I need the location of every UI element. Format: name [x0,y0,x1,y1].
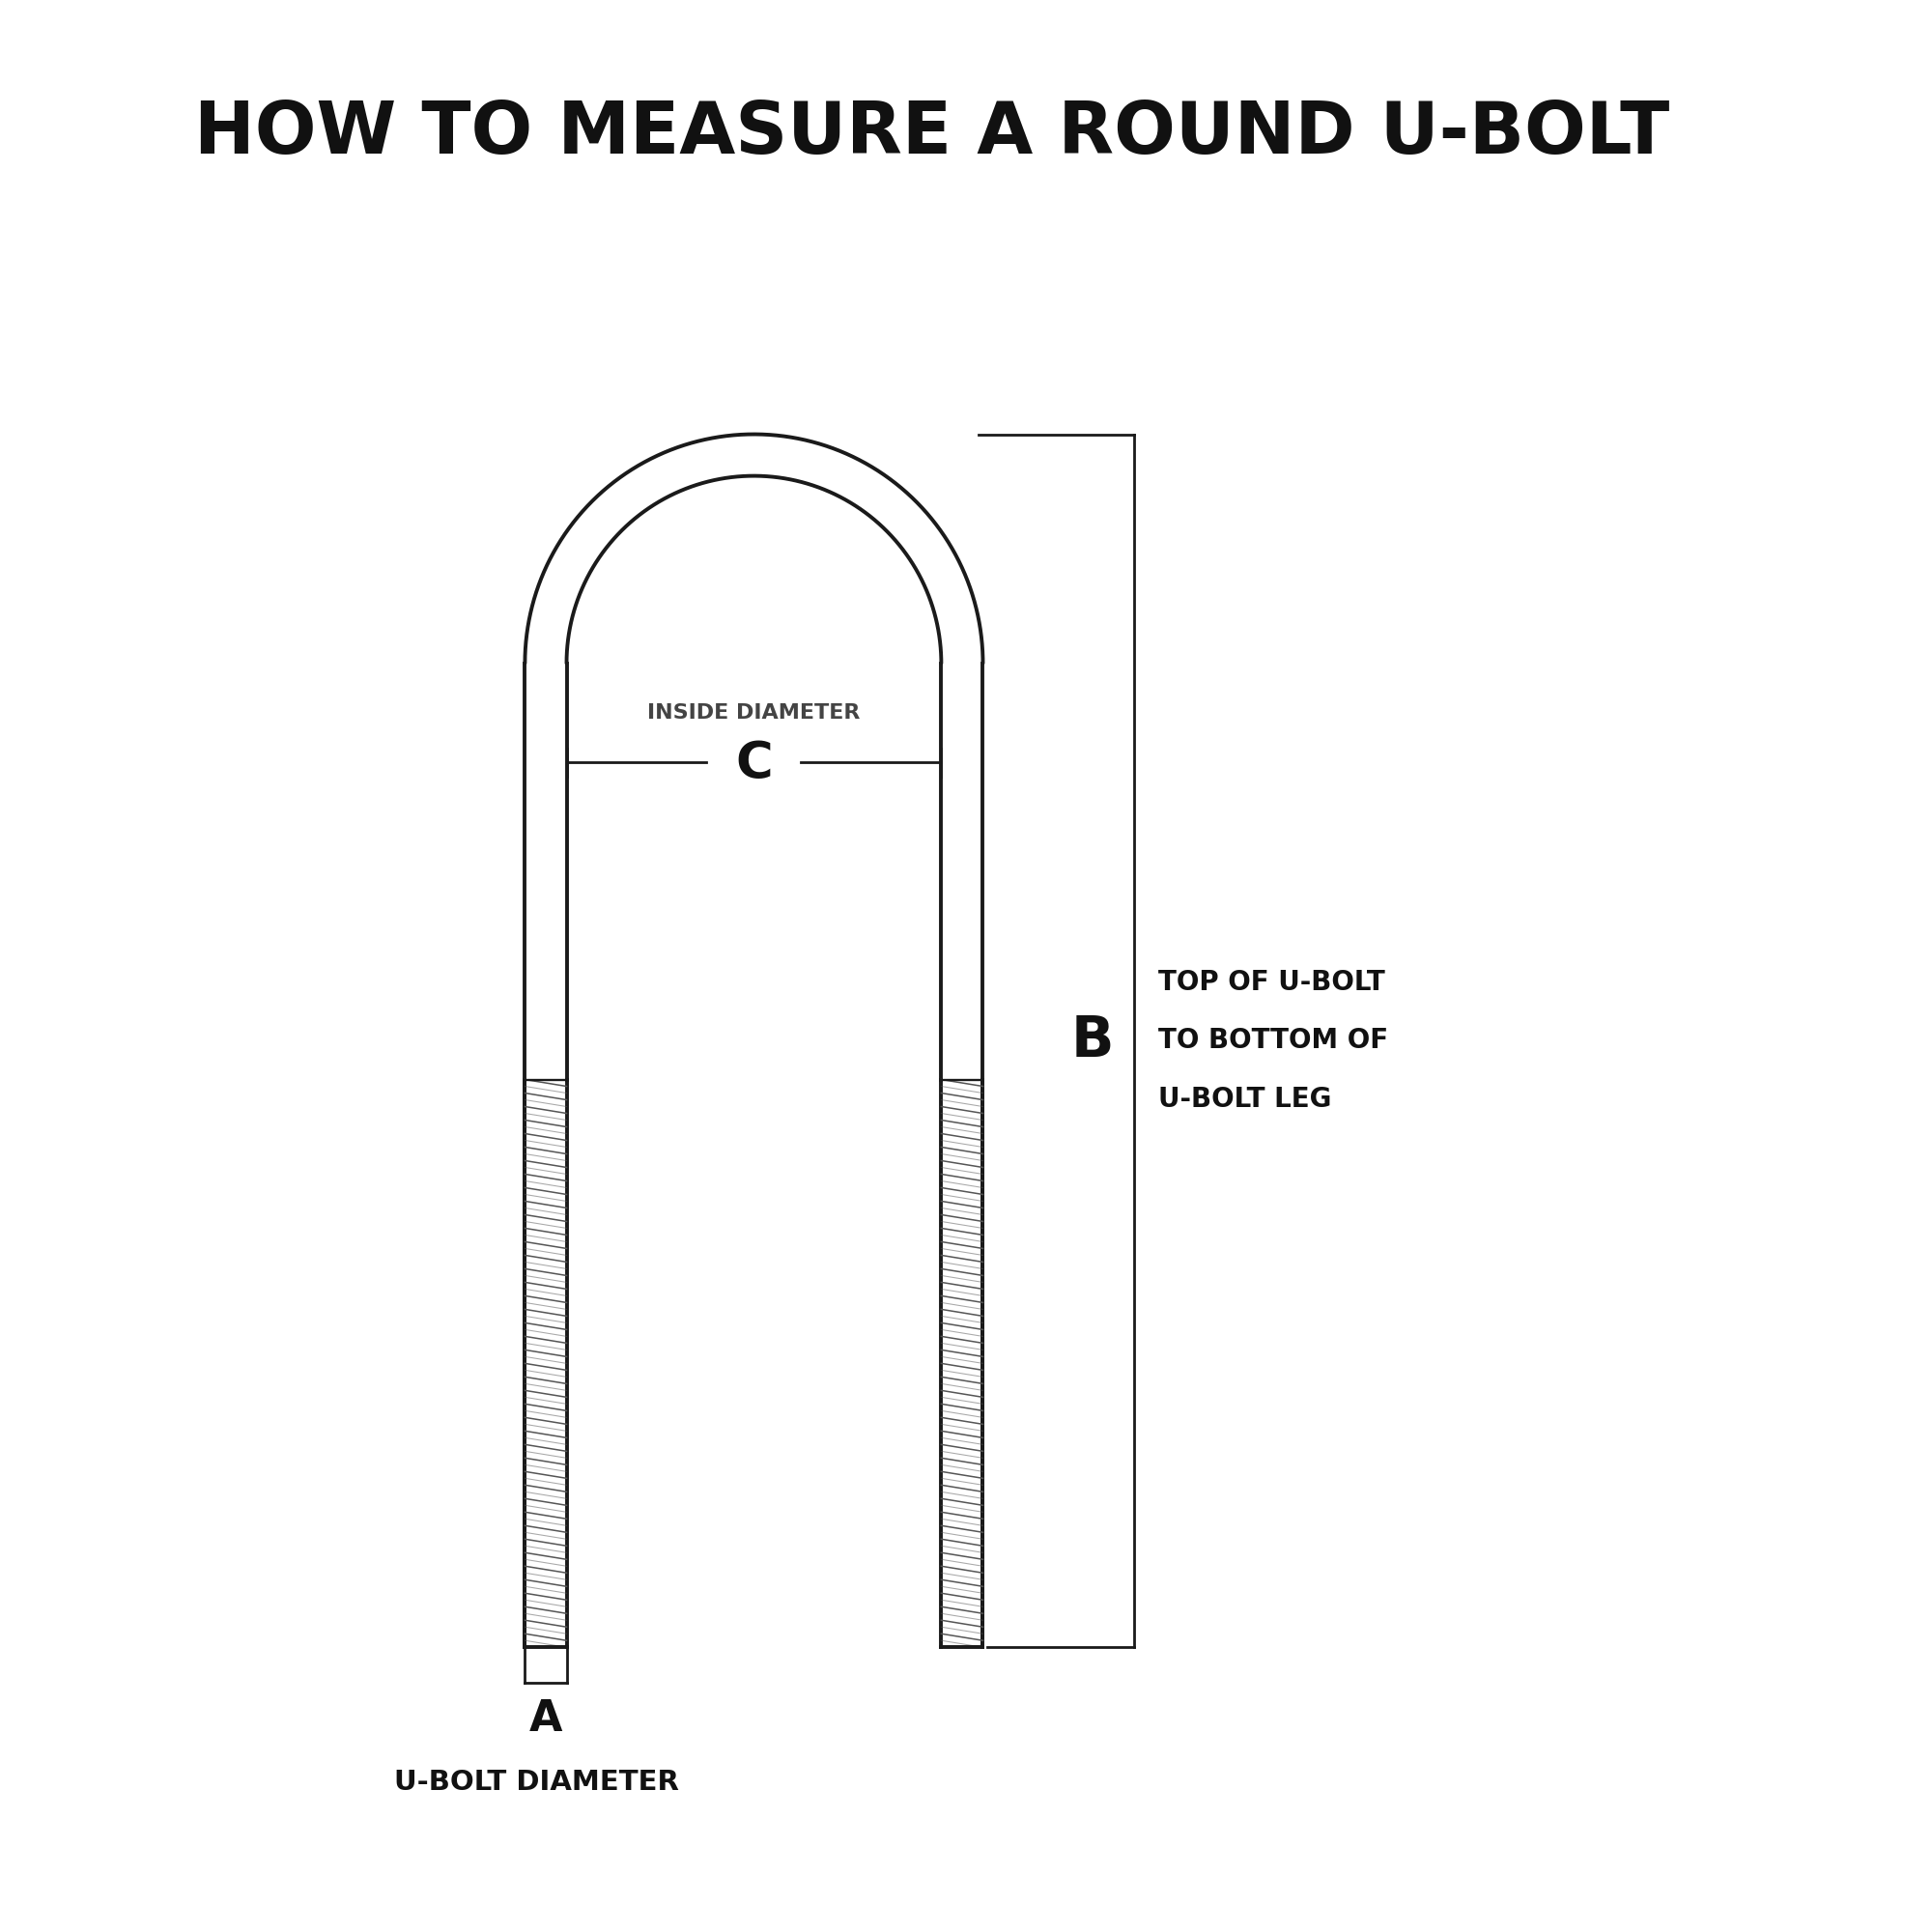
Text: U-BOLT DIAMETER: U-BOLT DIAMETER [394,1770,678,1797]
Text: B: B [1070,1012,1113,1068]
Text: A: A [529,1698,562,1741]
Text: C: C [736,740,773,790]
Text: TOP OF U-BOLT: TOP OF U-BOLT [1157,968,1385,995]
Text: TO BOTTOM OF: TO BOTTOM OF [1157,1028,1387,1055]
Text: U-BOLT LEG: U-BOLT LEG [1157,1086,1331,1113]
Text: HOW TO MEASURE A ROUND U-BOLT: HOW TO MEASURE A ROUND U-BOLT [193,99,1669,168]
Text: INSIDE DIAMETER: INSIDE DIAMETER [647,703,860,723]
